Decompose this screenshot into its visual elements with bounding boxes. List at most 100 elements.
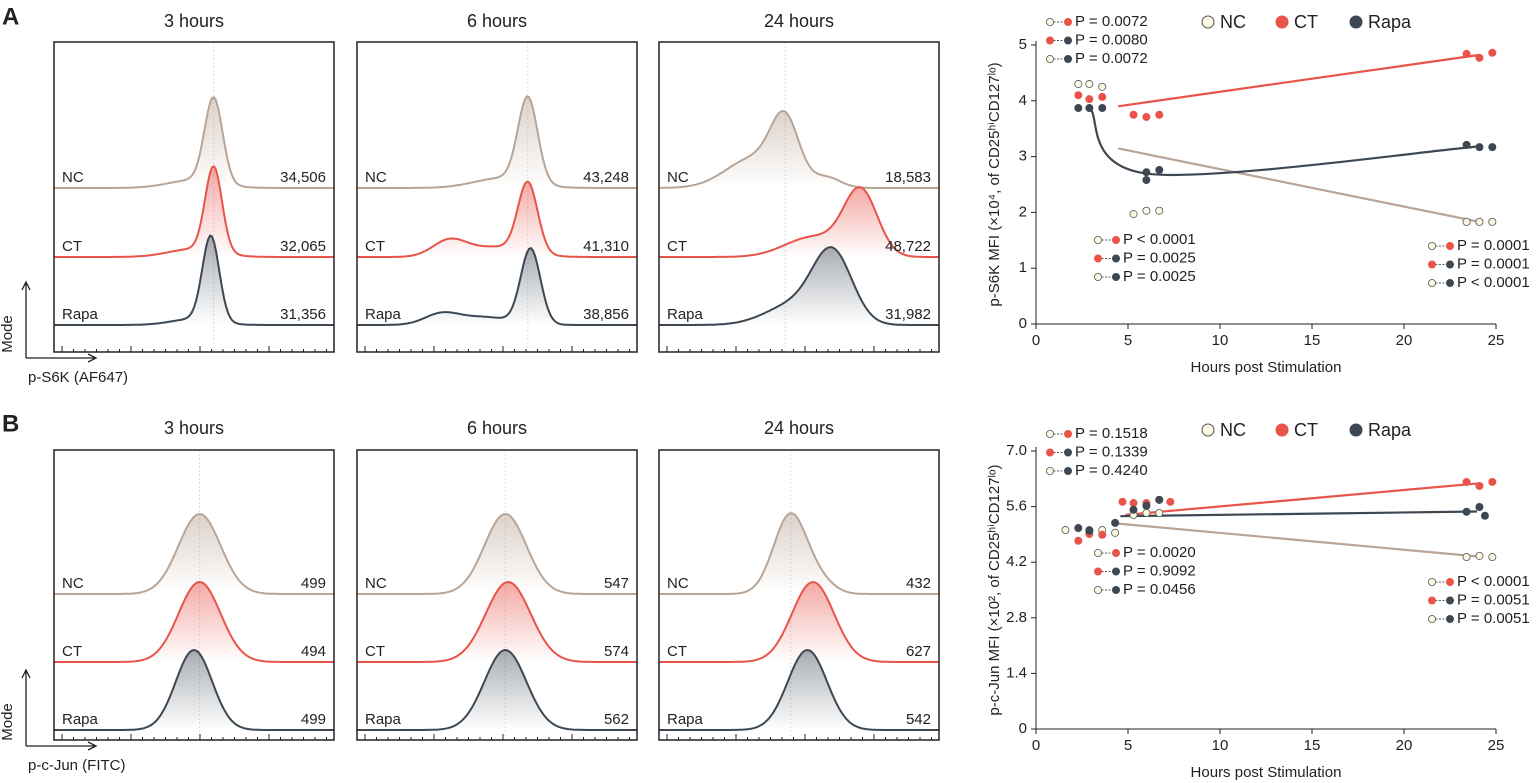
group-label: NC xyxy=(667,169,689,186)
group-label: CT xyxy=(667,238,687,255)
legend-marker xyxy=(1275,423,1289,437)
data-point xyxy=(1462,477,1471,486)
histogram: NC 432 CT 627 Rapa 542 xyxy=(659,450,939,740)
pair-marker xyxy=(1064,466,1073,475)
axis-arrow xyxy=(21,668,98,751)
y-tick-label: 2.8 xyxy=(1006,609,1027,626)
group-label: Rapa xyxy=(365,306,402,323)
histogram-curve xyxy=(54,648,334,731)
axis-label: p-S6K (AF647) xyxy=(28,369,128,386)
p-value: P = 0.4240 xyxy=(1075,462,1148,479)
p-value: P = 0.0051 xyxy=(1457,591,1530,608)
x-tick-label: 20 xyxy=(1396,737,1413,754)
p-value: P = 0.9092 xyxy=(1123,562,1196,579)
mfi-label: 38,856 xyxy=(583,306,629,323)
data-point xyxy=(1475,53,1484,62)
x-tick-label: 20 xyxy=(1396,332,1413,349)
panel-label: A xyxy=(2,3,19,30)
data-point xyxy=(1118,497,1127,506)
histogram-fill xyxy=(659,582,939,662)
data-point xyxy=(1142,176,1151,185)
y-tick-label: 3 xyxy=(1019,148,1027,165)
histogram-curve xyxy=(357,247,637,326)
histogram: NC 547 CT 574 Rapa 562 xyxy=(357,450,637,740)
data-point xyxy=(1488,217,1497,226)
data-point xyxy=(1098,82,1107,91)
y-tick-label: 4 xyxy=(1019,92,1027,109)
data-point xyxy=(1085,526,1094,535)
data-point xyxy=(1155,110,1164,119)
data-point xyxy=(1488,553,1497,562)
fit-curve xyxy=(1089,107,1480,177)
pair-marker xyxy=(1046,429,1055,438)
histogram-curve xyxy=(357,512,637,595)
y-tick-label: 4.2 xyxy=(1006,553,1027,570)
y-tick-label: 1 xyxy=(1019,259,1027,276)
p-value: P = 0.0025 xyxy=(1123,249,1196,266)
pair-marker xyxy=(1046,36,1055,45)
axis-label: Mode xyxy=(0,703,16,741)
x-tick-label: 25 xyxy=(1488,332,1505,349)
y-tick-label: 2 xyxy=(1019,203,1027,220)
data-point xyxy=(1155,206,1164,215)
histogram: NC 43,248 CT 41,310 Rapa 38,856 xyxy=(357,42,637,352)
pair-marker xyxy=(1112,567,1121,576)
data-point xyxy=(1155,508,1164,517)
legend-marker xyxy=(1201,15,1215,29)
data-point xyxy=(1142,508,1151,517)
axis-label: p-c-Jun (FITC) xyxy=(28,757,126,774)
mfi-label: 41,310 xyxy=(583,238,629,255)
pair-marker xyxy=(1446,578,1455,587)
histogram: NC 34,506 CT 32,065 Rapa 31,356 xyxy=(54,42,334,352)
histogram-fill xyxy=(357,650,637,730)
mfi-label: 32,065 xyxy=(280,238,326,255)
group-label: CT xyxy=(62,238,82,255)
data-point xyxy=(1061,526,1070,535)
p-value: P = 0.1518 xyxy=(1075,425,1148,442)
p-value: P = 0.0051 xyxy=(1457,610,1530,627)
mfi-label: 31,982 xyxy=(885,306,931,323)
histogram-curve xyxy=(54,512,334,595)
p-value: P = 0.0072 xyxy=(1075,13,1148,30)
mfi-label: 18,583 xyxy=(885,169,931,186)
legend-marker xyxy=(1201,423,1215,437)
pair-marker xyxy=(1046,55,1055,64)
group-label: Rapa xyxy=(365,711,402,728)
panel-title: 6 hours xyxy=(467,11,527,31)
panel-frame xyxy=(53,41,335,353)
data-point xyxy=(1074,524,1083,533)
legend-label: NC xyxy=(1220,420,1246,440)
p-value: P = 0.0456 xyxy=(1123,581,1196,598)
group-label: NC xyxy=(62,575,84,592)
y-tick-label: 7.0 xyxy=(1006,442,1027,459)
pair-marker xyxy=(1446,615,1455,624)
histogram-curve xyxy=(659,246,939,326)
x-tick-label: 5 xyxy=(1124,332,1132,349)
pair-marker xyxy=(1064,55,1073,64)
data-point xyxy=(1142,501,1151,510)
data-point xyxy=(1098,104,1107,113)
data-point xyxy=(1462,507,1471,516)
group-label: NC xyxy=(667,575,689,592)
data-point xyxy=(1085,95,1094,104)
x-tick-label: 0 xyxy=(1032,332,1040,349)
pair-marker xyxy=(1112,235,1121,244)
mfi-label: 542 xyxy=(906,711,931,728)
pair-marker xyxy=(1064,17,1073,26)
pair-marker xyxy=(1428,596,1437,605)
p-value: P < 0.0001 xyxy=(1123,231,1196,248)
data-point xyxy=(1488,143,1497,152)
pair-marker xyxy=(1112,586,1121,595)
data-point xyxy=(1098,530,1107,539)
histogram-fill xyxy=(54,582,334,662)
mfi-label: 562 xyxy=(604,711,629,728)
data-point xyxy=(1142,168,1151,177)
group-label: Rapa xyxy=(667,306,704,323)
group-label: Rapa xyxy=(667,711,704,728)
y-tick-label: 0 xyxy=(1019,315,1027,332)
mfi-label: 627 xyxy=(906,643,931,660)
panel-title: 24 hours xyxy=(764,11,834,31)
x-tick-label: 0 xyxy=(1032,737,1040,754)
histogram-curve xyxy=(54,234,334,326)
fit-curve xyxy=(1125,482,1480,516)
